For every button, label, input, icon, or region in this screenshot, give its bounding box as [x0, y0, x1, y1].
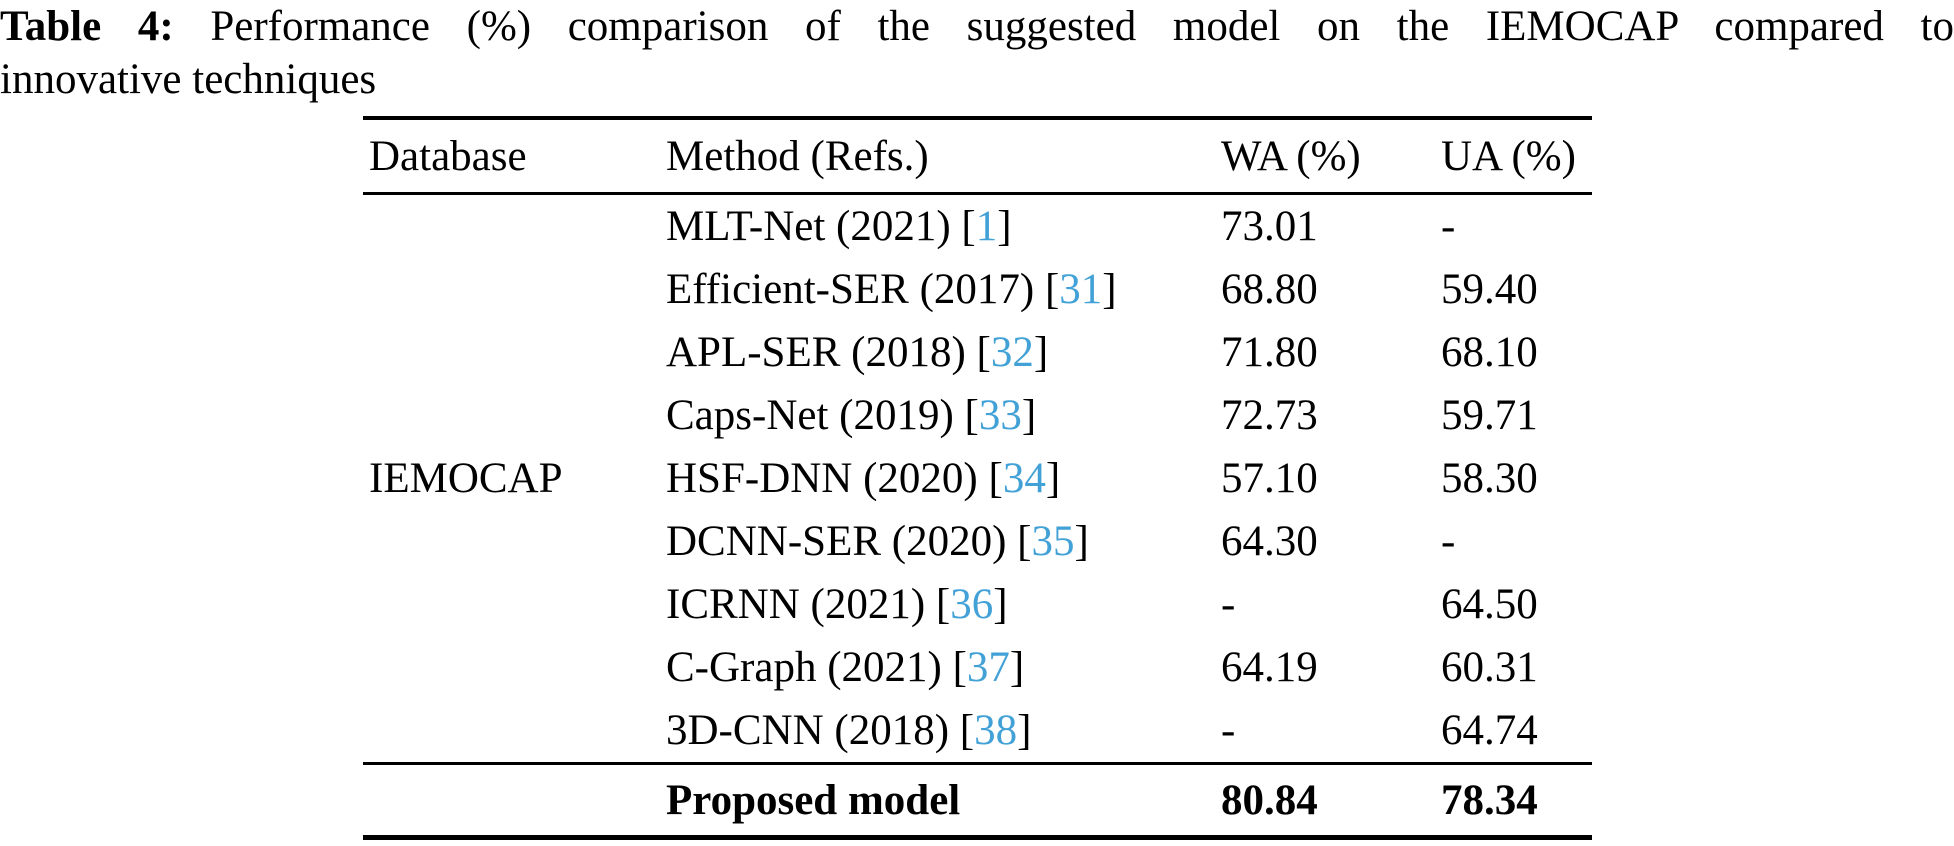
method-cell: DCNN-SER (2020) [35] [666, 518, 1089, 565]
citation-ref[interactable]: 37 [966, 644, 1010, 691]
ua-cell: 60.31 [1441, 644, 1538, 691]
citation-ref[interactable]: 1 [975, 203, 998, 250]
wa-cell: 64.19 [1221, 644, 1318, 691]
method-cell: ICRNN (2021) [36] [666, 581, 1008, 628]
table-row: ICRNN (2021) [36] - 64.50 [363, 573, 1592, 636]
wa-cell: 68.80 [1221, 266, 1318, 313]
database-cell: IEMOCAP [369, 455, 563, 502]
table-row: C-Graph (2021) [37] 64.19 60.31 [363, 636, 1592, 699]
citation-ref[interactable]: 34 [1002, 455, 1046, 502]
table-row: DCNN-SER (2020) [35] 64.30 - [363, 510, 1592, 573]
citation-ref[interactable]: 38 [974, 707, 1018, 754]
ua-cell: - [1441, 203, 1456, 250]
table-footer: Proposed model 80.84 78.34 [363, 762, 1592, 838]
citation-ref[interactable]: 31 [1059, 266, 1103, 313]
table-header: Database Method (Refs.) WA (%) UA (%) [363, 118, 1592, 195]
column-header-ua: UA (%) [1435, 118, 1592, 195]
wa-cell: - [1221, 707, 1236, 754]
column-header-wa: WA (%) [1215, 118, 1435, 195]
wa-cell: 73.01 [1221, 203, 1318, 250]
citation-ref[interactable]: 36 [950, 581, 994, 628]
proposed-wa-value: 80.84 [1215, 762, 1435, 838]
wa-cell: 72.73 [1221, 392, 1318, 439]
table-row: IEMOCAP MLT-Net (2021) [1] 73.01 - [363, 194, 1592, 502]
proposed-model-row: Proposed model 80.84 78.34 [363, 762, 1592, 838]
citation-ref[interactable]: 35 [1031, 518, 1075, 565]
column-header-method: Method (Refs.) [660, 118, 1215, 195]
table-body: IEMOCAP MLT-Net (2021) [1] 73.01 - Efficient… [363, 194, 1592, 764]
ua-cell: - [1441, 518, 1456, 565]
table-row: Efficient-SER (2017) [31] 68.80 59.40 [363, 258, 1592, 321]
method-cell: Caps-Net (2019) [33] [666, 392, 1037, 439]
caption-line-2: innovative techniques [0, 56, 377, 103]
method-cell: APL-SER (2018) [32] [666, 329, 1049, 376]
ua-cell: 64.74 [1441, 707, 1538, 754]
table-caption: Table 4: Performance (%) comparison of t… [0, 0, 1954, 106]
caption-line-1: Table 4: Performance (%) comparison of t… [0, 0, 1954, 53]
table-row: Caps-Net (2019) [33] 72.73 59.71 [363, 384, 1592, 447]
caption-text: Performance (%) comparison of the sugges… [210, 3, 1954, 50]
citation-ref[interactable]: 33 [978, 392, 1022, 439]
method-cell: HSF-DNN (2020) [34] [666, 455, 1061, 502]
caption-label: Table 4: [0, 3, 174, 50]
ua-cell: 68.10 [1441, 329, 1538, 376]
table-row: HSF-DNN (2020) [34] 57.10 58.30 [363, 447, 1592, 510]
method-cell: MLT-Net (2021) [1] [666, 203, 1012, 250]
ua-cell: 64.50 [1441, 581, 1538, 628]
citation-ref[interactable]: 32 [990, 329, 1034, 376]
method-cell: 3D-CNN (2018) [38] [666, 707, 1032, 754]
proposed-model-label: Proposed model [660, 762, 1215, 838]
comparison-table: Database Method (Refs.) WA (%) UA (%) IE… [363, 116, 1592, 840]
column-header-database: Database [363, 118, 660, 195]
ua-cell: 59.40 [1441, 266, 1538, 313]
method-cell: Efficient-SER (2017) [31] [666, 266, 1117, 313]
wa-cell: - [1221, 581, 1236, 628]
method-cell: C-Graph (2021) [37] [666, 644, 1025, 691]
wa-cell: 71.80 [1221, 329, 1318, 376]
table-row: APL-SER (2018) [32] 71.80 68.10 [363, 321, 1592, 384]
database-cell-empty [363, 762, 660, 838]
ua-cell: 58.30 [1441, 455, 1538, 502]
header-row: Database Method (Refs.) WA (%) UA (%) [363, 118, 1592, 195]
proposed-ua-value: 78.34 [1435, 762, 1592, 838]
table-row: 3D-CNN (2018) [38] - 64.74 [363, 699, 1592, 764]
wa-cell: 57.10 [1221, 455, 1318, 502]
ua-cell: 59.71 [1441, 392, 1538, 439]
wa-cell: 64.30 [1221, 518, 1318, 565]
